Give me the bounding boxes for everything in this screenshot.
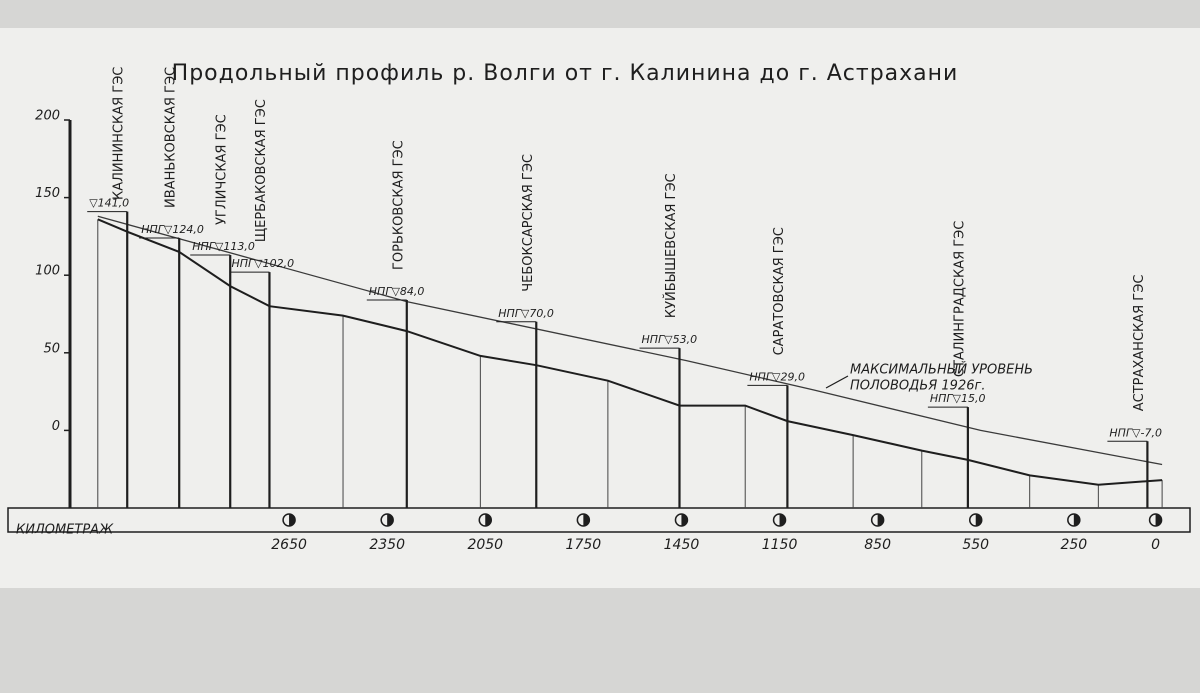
km-marker-fill [387, 514, 394, 526]
kilometrage-band [7, 507, 1191, 533]
y-tick-label: 50 [43, 341, 60, 356]
level-label: НПГ▽70,0 [498, 307, 554, 320]
flood-annotation: МАКСИМАЛЬНЫЙ УРОВЕНЬ [850, 362, 1033, 378]
level-label: НПГ▽53,0 [641, 333, 697, 346]
x-tick-label: 2650 [271, 537, 307, 553]
x-tick-label: 1450 [664, 537, 700, 553]
x-tick-label: 1750 [566, 537, 602, 553]
dam-name: УГЛИЧСКАЯ ГЭС [215, 114, 230, 225]
level-label: НПГ▽15,0 [930, 392, 986, 405]
km-marker-fill [681, 514, 688, 526]
annotation-arrow [825, 375, 849, 389]
y-tick-label: 100 [35, 264, 60, 279]
dam-name: СТАЛИНГРАДСКАЯ ГЭС [952, 221, 967, 377]
x-tick-label: 2350 [369, 537, 405, 553]
level-label: НПГ▽29,0 [749, 370, 805, 383]
level-label: НПГ▽84,0 [369, 285, 425, 298]
x-tick-label: 250 [1060, 537, 1087, 553]
flood-annotation: ПОЛОВОДЬЯ 1926г. [850, 379, 985, 394]
y-tick-label: 150 [35, 186, 60, 201]
km-marker-fill [975, 514, 982, 526]
x-tick-label: 1150 [762, 537, 798, 553]
dam-name: АСТРАХАНСКАЯ ГЭС [1132, 275, 1147, 412]
km-marker-fill [289, 514, 296, 526]
km-marker-fill [877, 514, 884, 526]
x-tick-label: 0 [1151, 537, 1160, 553]
dam-name: ИВАНЬКОВСКАЯ ГЭС [164, 67, 179, 208]
dam-name: КУЙБЫШЕВСКАЯ ГЭС [663, 173, 679, 318]
dam-name: САРАТОВСКАЯ ГЭС [772, 227, 787, 355]
y-tick-label: 200 [35, 109, 60, 124]
level-label: ▽141,0 [89, 197, 129, 210]
x-tick-label: 550 [962, 537, 989, 553]
km-marker-fill [485, 514, 492, 526]
level-label: НПГ▽113,0 [192, 240, 255, 253]
level-label: НПГ▽124,0 [141, 223, 204, 236]
dam-name: КАЛИНИНСКАЯ ГЭС [112, 67, 127, 200]
flood-level-line [97, 215, 1163, 466]
dam-name: ЩЕРБАКОВСКАЯ ГЭС [254, 99, 269, 242]
x-tick-label: 2050 [467, 537, 503, 553]
km-marker-fill [1155, 514, 1162, 526]
km-marker-fill [1073, 514, 1080, 526]
dam-name: ГОРЬКОВСКАЯ ГЭС [391, 140, 406, 270]
x-tick-label: 850 [864, 537, 891, 553]
paper [0, 28, 1200, 588]
dam-name: ЧЕБОКСАРСКАЯ ГЭС [521, 154, 536, 292]
y-tick-label: 0 [52, 419, 60, 434]
level-label: НПГ▽102,0 [231, 257, 294, 270]
km-marker-fill [583, 514, 590, 526]
level-label: НПГ▽-7,0 [1109, 426, 1162, 439]
km-marker-fill [779, 514, 786, 526]
chart-title: Продольный профиль р. Волги от г. Калини… [172, 61, 959, 86]
x-axis-label: КИЛОМЕТРАЖ [16, 523, 114, 538]
